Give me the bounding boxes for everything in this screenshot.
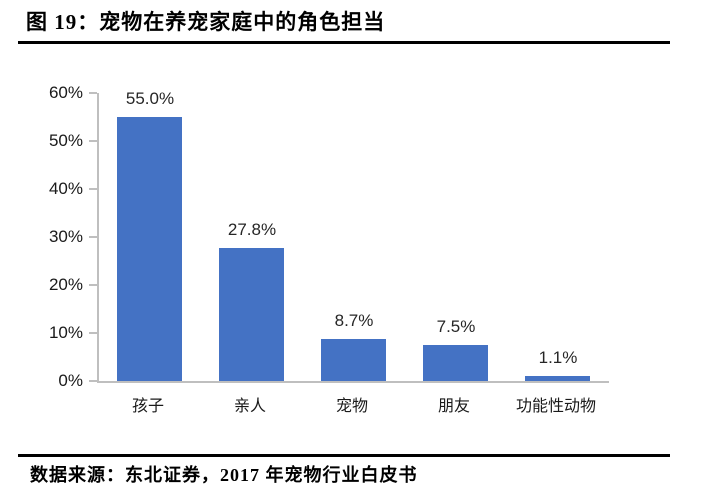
bar-value-label: 7.5% [436, 317, 476, 336]
bar-value-label: 55.0% [125, 89, 175, 108]
bar-1 [117, 117, 182, 381]
bar-slot: 55.0% [99, 89, 201, 381]
y-axis-tick-label: 30% [48, 227, 83, 246]
x-axis-category-label: 亲人 [233, 398, 266, 415]
y-axis-tick-label: 50% [48, 131, 83, 150]
title-divider-rule [18, 41, 670, 44]
bar-4 [423, 345, 488, 381]
x-axis-category-label: 朋友 [437, 398, 470, 415]
bar-value-label: 27.8% [227, 219, 277, 239]
y-axis-tick-label: 20% [48, 275, 83, 294]
y-axis-tick-mark [89, 236, 97, 238]
y-axis-tick-mark [89, 188, 97, 190]
bar-chart-plot-area: 55.0% 27.8% 8.7% 7.5% 1.1% [97, 89, 609, 383]
x-axis-category-label: 宠物 [335, 398, 368, 415]
y-axis-tick-mark [89, 140, 97, 142]
bar-slot: 27.8% [201, 93, 303, 381]
y-axis-tick-label: 60% [48, 83, 83, 102]
bar-value-label: 8.7% [334, 311, 374, 331]
y-axis-tick-mark [89, 332, 97, 334]
bar-5 [525, 375, 590, 381]
bar-3 [321, 339, 386, 381]
y-axis-tick-mark [89, 380, 97, 382]
y-axis-tick-label: 0% [58, 371, 83, 390]
y-axis-tick-mark [89, 284, 97, 286]
bar-slot: 7.5% [405, 93, 507, 381]
x-axis-category-label: 孩子 [131, 398, 164, 415]
bar-2 [219, 247, 284, 381]
figure-title: 图 19：宠物在养宠家庭中的角色担当 [26, 10, 386, 34]
footer-divider-rule [18, 454, 670, 457]
bar-value-label: 1.1% [538, 347, 578, 367]
data-source-caption: 数据来源：东北证券，2017 年宠物行业白皮书 [30, 465, 418, 485]
y-axis-tick-label: 10% [48, 323, 83, 342]
bar-slot: 8.7% [303, 93, 405, 381]
x-axis-category-label: 功能性动物 [515, 398, 596, 415]
y-axis-tick-mark [89, 92, 97, 94]
y-axis-tick-label: 40% [48, 179, 83, 198]
bar-slot: 1.1% [507, 93, 609, 381]
